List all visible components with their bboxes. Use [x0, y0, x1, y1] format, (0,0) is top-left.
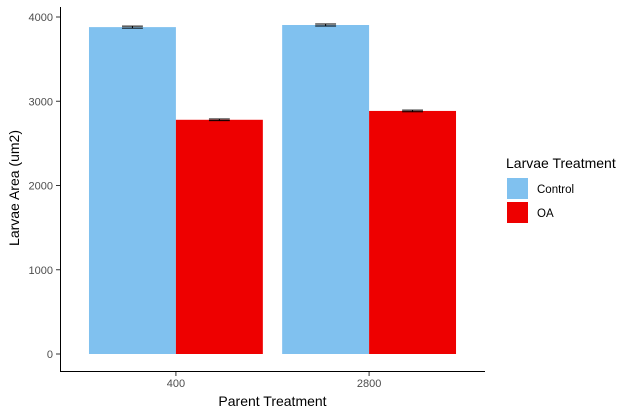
bar-oa-2800: [369, 110, 457, 354]
y-tick-label: 1000: [29, 265, 53, 277]
y-tick-label: 2000: [29, 181, 53, 193]
legend-label-oa: OA: [537, 208, 554, 220]
x-axis-title: Parent Treatment: [218, 393, 326, 409]
error-bars-group: [122, 23, 423, 122]
y-tick-label: 4000: [29, 12, 53, 24]
x-tick-label: 400: [167, 378, 185, 390]
bars-group: [88, 25, 457, 355]
bar-oa-400: [175, 119, 263, 354]
error-bar-oa-2800: [402, 109, 423, 113]
legend-items: Control OA: [507, 178, 574, 223]
error-bar-oa-400: [208, 118, 230, 122]
error-bar-control-2800: [315, 23, 337, 27]
legend-key-control: [507, 178, 528, 199]
x-ticks-group: 400 2800: [167, 372, 381, 390]
legend-key-oa: [507, 202, 528, 223]
legend-label-control: Control: [537, 184, 574, 196]
legend: Larvae Treatment Control OA: [506, 155, 616, 223]
y-axis-title: Larvae Area (um2): [6, 130, 22, 246]
bar-control-2800: [282, 25, 370, 354]
y-tick-label: 3000: [29, 96, 53, 108]
error-bar-control-400: [122, 25, 143, 29]
bar-control-400: [88, 27, 176, 355]
x-tick-label: 2800: [357, 378, 381, 390]
legend-title: Larvae Treatment: [506, 155, 616, 171]
y-ticks-group: 0 1000 2000 3000 4000: [29, 12, 60, 361]
y-tick-label: 0: [47, 349, 53, 361]
